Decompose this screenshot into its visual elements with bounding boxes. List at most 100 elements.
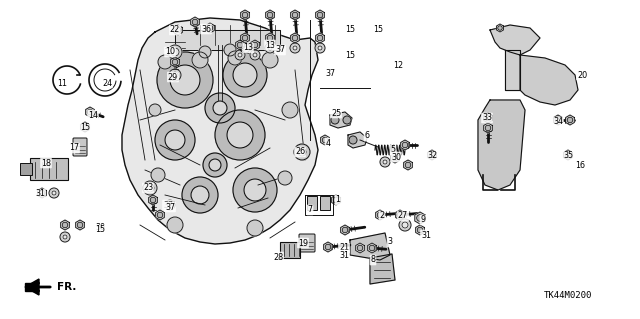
Circle shape (149, 104, 161, 116)
Circle shape (224, 44, 236, 56)
Circle shape (268, 46, 272, 50)
Polygon shape (122, 18, 318, 244)
Polygon shape (25, 283, 37, 291)
Circle shape (143, 181, 157, 195)
Circle shape (237, 42, 243, 48)
Circle shape (158, 55, 172, 69)
Text: 15: 15 (80, 123, 90, 132)
Text: 2: 2 (380, 211, 385, 220)
Polygon shape (330, 112, 352, 128)
Polygon shape (348, 132, 367, 148)
Polygon shape (428, 150, 436, 160)
Circle shape (498, 26, 502, 30)
Circle shape (278, 171, 292, 185)
Circle shape (199, 46, 211, 58)
Text: 1: 1 (335, 196, 340, 204)
Text: 26: 26 (295, 147, 305, 157)
Circle shape (87, 109, 93, 115)
Polygon shape (241, 10, 250, 20)
Circle shape (292, 12, 298, 18)
Polygon shape (324, 242, 332, 252)
Text: 29: 29 (168, 72, 178, 81)
Text: 19: 19 (298, 239, 308, 248)
Circle shape (290, 43, 300, 53)
Circle shape (157, 212, 163, 218)
Circle shape (343, 116, 351, 124)
Circle shape (215, 110, 265, 160)
Circle shape (165, 200, 175, 210)
Circle shape (262, 52, 278, 68)
Circle shape (63, 235, 67, 239)
Circle shape (207, 25, 212, 31)
Circle shape (253, 53, 257, 57)
Circle shape (165, 130, 185, 150)
Circle shape (233, 168, 277, 212)
Polygon shape (316, 10, 324, 20)
Text: 14: 14 (88, 110, 98, 120)
Circle shape (49, 188, 59, 198)
Circle shape (172, 72, 178, 78)
Polygon shape (316, 33, 324, 43)
Circle shape (325, 244, 331, 250)
Circle shape (172, 59, 178, 65)
Polygon shape (191, 17, 199, 27)
Text: 25: 25 (331, 108, 341, 117)
Circle shape (157, 52, 213, 108)
Text: 37: 37 (165, 203, 175, 211)
Polygon shape (175, 30, 280, 50)
Text: 18: 18 (41, 159, 51, 167)
Circle shape (377, 212, 383, 218)
Polygon shape (390, 153, 399, 163)
Text: 15: 15 (95, 226, 105, 234)
Circle shape (169, 69, 181, 81)
Circle shape (243, 46, 247, 50)
Polygon shape (241, 33, 250, 43)
Text: 30: 30 (391, 152, 401, 161)
Circle shape (405, 162, 411, 168)
Polygon shape (497, 24, 504, 32)
Circle shape (369, 245, 375, 251)
Polygon shape (356, 243, 364, 253)
Circle shape (252, 42, 258, 48)
Polygon shape (490, 25, 540, 55)
Polygon shape (86, 107, 94, 117)
Circle shape (243, 35, 248, 41)
Text: 22: 22 (170, 26, 180, 34)
Circle shape (317, 35, 323, 41)
Circle shape (292, 35, 298, 41)
Polygon shape (415, 212, 425, 224)
Bar (20, 163, 32, 175)
Circle shape (565, 152, 571, 158)
Polygon shape (266, 10, 275, 20)
Circle shape (349, 136, 357, 144)
Circle shape (417, 215, 423, 221)
Circle shape (155, 120, 195, 160)
Circle shape (265, 43, 275, 53)
Circle shape (52, 191, 56, 195)
Circle shape (240, 43, 250, 53)
Text: 10: 10 (165, 48, 175, 56)
Circle shape (62, 222, 68, 228)
Polygon shape (478, 100, 525, 190)
Circle shape (170, 65, 200, 95)
Circle shape (485, 125, 491, 131)
Polygon shape (505, 50, 520, 90)
Polygon shape (484, 123, 492, 133)
Polygon shape (520, 55, 578, 105)
Circle shape (357, 245, 363, 251)
Circle shape (77, 222, 83, 228)
Circle shape (567, 117, 573, 123)
Circle shape (39, 190, 45, 196)
Circle shape (399, 219, 411, 231)
Polygon shape (148, 195, 157, 205)
Text: 37: 37 (325, 69, 335, 78)
Circle shape (205, 93, 235, 123)
Text: 4: 4 (326, 138, 330, 147)
Circle shape (318, 46, 322, 50)
Circle shape (294, 144, 310, 160)
Polygon shape (156, 210, 164, 220)
Circle shape (192, 19, 198, 25)
Polygon shape (376, 210, 385, 220)
Text: 37: 37 (275, 46, 285, 55)
Polygon shape (370, 254, 395, 284)
